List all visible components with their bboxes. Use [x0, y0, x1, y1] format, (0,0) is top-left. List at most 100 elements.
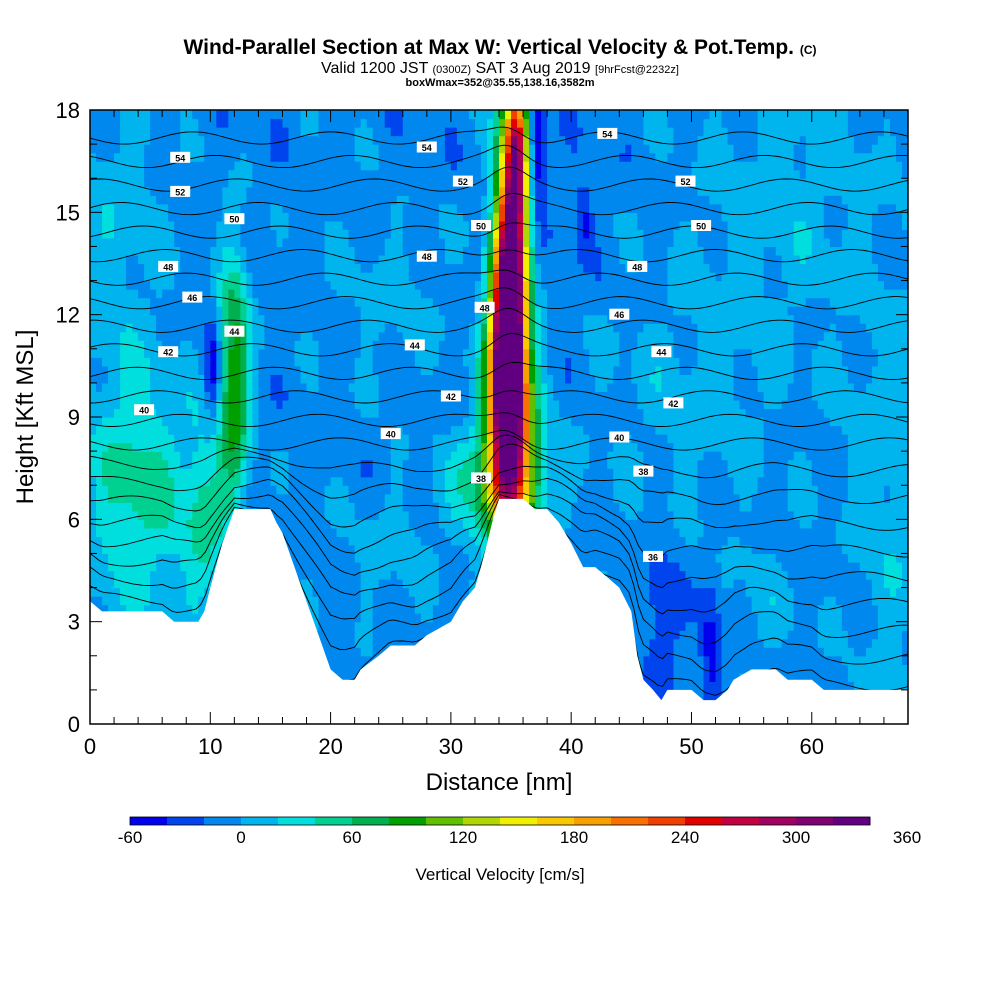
w-cell — [480, 425, 488, 435]
w-cell — [150, 451, 157, 461]
w-cell — [168, 374, 175, 384]
w-cell — [240, 434, 247, 444]
w-cell — [342, 382, 350, 393]
w-cell — [408, 169, 416, 179]
w-cell — [342, 468, 350, 478]
w-cell — [426, 331, 434, 341]
w-cell — [252, 348, 260, 358]
w-cell — [450, 425, 458, 435]
w-cell — [348, 195, 356, 205]
w-cell — [330, 263, 338, 273]
w-cell — [156, 144, 163, 154]
w-cell — [282, 186, 290, 196]
w-cell — [486, 110, 494, 120]
w-cell — [300, 297, 308, 307]
w-cell — [138, 434, 145, 444]
w-cell — [90, 357, 97, 367]
w-cell — [318, 425, 326, 435]
w-cell — [180, 135, 187, 145]
w-cell — [324, 144, 332, 154]
w-cell — [102, 485, 109, 495]
w-cell — [408, 485, 416, 495]
w-cell — [384, 485, 392, 495]
w-cell — [330, 638, 338, 648]
w-cell — [462, 425, 470, 435]
w-cell — [114, 510, 121, 520]
w-cell — [198, 323, 205, 333]
w-cell — [474, 365, 482, 375]
w-cell — [390, 357, 398, 367]
w-cell — [486, 144, 494, 154]
w-cell — [312, 178, 320, 188]
w-cell — [330, 655, 338, 665]
w-cell — [252, 391, 260, 401]
w-cell — [186, 314, 193, 324]
w-cell — [444, 348, 452, 358]
w-cell — [474, 118, 482, 128]
w-cell — [252, 434, 260, 444]
w-cell — [216, 118, 223, 128]
w-cell — [432, 263, 440, 273]
w-cell — [366, 647, 374, 657]
w-cell — [120, 195, 127, 205]
w-cell — [120, 570, 127, 580]
w-cell — [372, 323, 380, 333]
w-cell — [204, 135, 211, 145]
w-cell — [126, 254, 133, 265]
w-cell — [174, 468, 181, 478]
w-cell — [420, 553, 428, 563]
w-cell — [396, 306, 404, 316]
w-cell — [222, 144, 229, 154]
w-cell — [156, 434, 163, 444]
w-cell — [138, 229, 145, 239]
w-cell — [468, 118, 476, 128]
w-cell — [270, 306, 278, 316]
w-cell — [150, 246, 157, 256]
w-cell — [204, 127, 211, 137]
w-cell — [144, 459, 151, 469]
w-cell — [102, 570, 109, 580]
w-cell — [222, 382, 229, 393]
w-cell — [120, 519, 127, 529]
w-cell — [294, 357, 302, 367]
w-cell — [492, 331, 500, 341]
w-cell — [186, 493, 193, 503]
w-cell — [198, 493, 205, 503]
w-cell — [336, 263, 344, 273]
w-cell — [312, 280, 320, 290]
w-cell — [276, 178, 284, 188]
w-cell — [348, 289, 356, 299]
w-cell — [462, 459, 470, 469]
w-cell — [234, 314, 241, 324]
w-cell — [210, 144, 217, 154]
w-cell — [360, 647, 368, 657]
w-cell — [414, 152, 422, 162]
w-cell — [132, 604, 139, 614]
w-cell — [270, 391, 278, 401]
w-cell — [306, 536, 314, 546]
w-cell — [288, 468, 296, 478]
w-cell — [324, 203, 332, 213]
w-cell — [186, 365, 193, 375]
w-cell — [90, 502, 97, 512]
w-cell — [402, 451, 410, 461]
w-cell — [180, 570, 187, 580]
w-cell — [348, 152, 356, 162]
w-cell — [438, 604, 446, 614]
w-cell — [168, 544, 175, 555]
w-cell — [390, 391, 398, 401]
w-cell — [198, 254, 205, 265]
w-cell — [288, 417, 296, 427]
w-cell — [186, 229, 193, 239]
w-cell — [384, 468, 392, 478]
w-cell — [162, 476, 169, 486]
w-cell — [294, 127, 302, 137]
w-cell — [96, 544, 103, 555]
w-cell — [456, 417, 464, 427]
w-cell — [204, 306, 211, 316]
w-cell — [282, 408, 290, 418]
w-cell — [114, 323, 121, 333]
w-cell — [414, 510, 422, 520]
w-cell — [499, 459, 506, 469]
w-cell — [228, 374, 235, 384]
